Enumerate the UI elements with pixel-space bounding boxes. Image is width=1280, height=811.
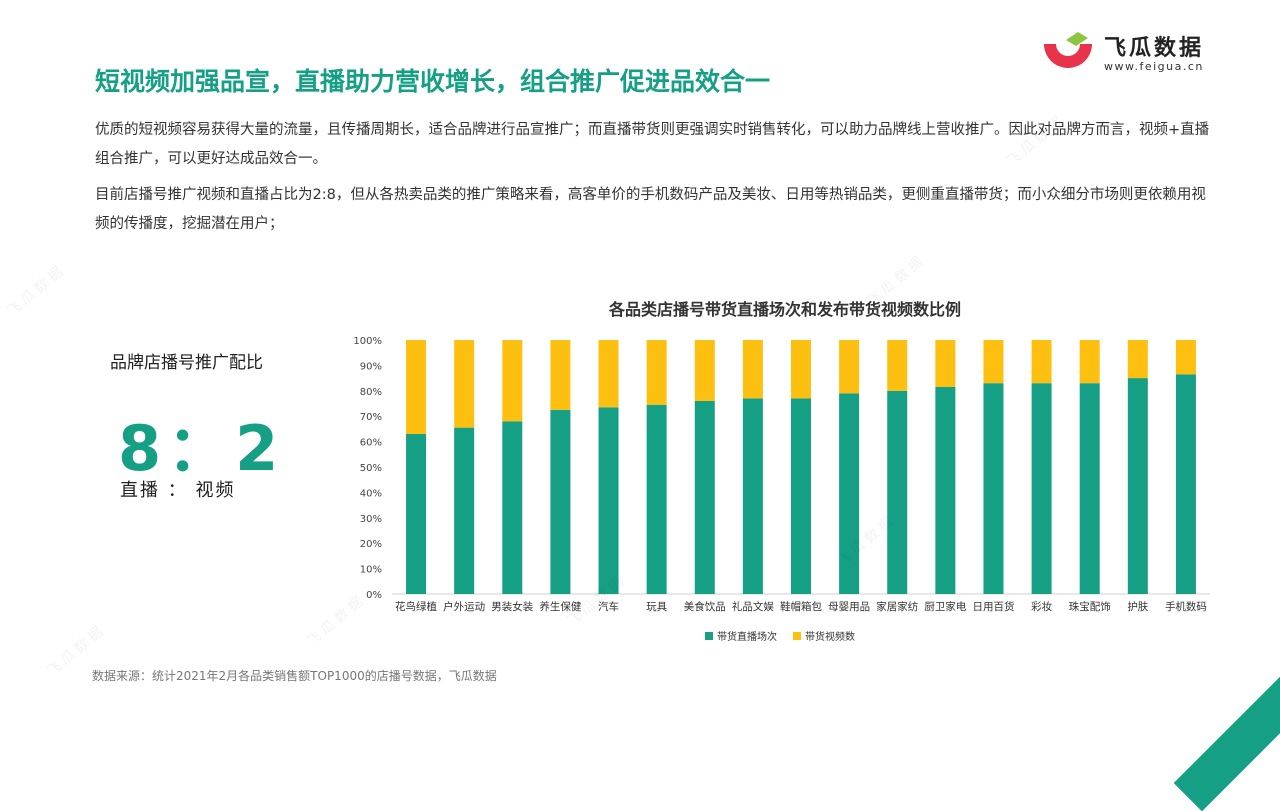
y-tick-label: 0% (366, 590, 382, 601)
watermark: 飞瓜数据 (3, 261, 70, 321)
x-tick-label: 手机数码 (1165, 600, 1207, 613)
page-title: 短视频加强品宣，直播助力营收增长，组合推广促进品效合一 (95, 67, 771, 96)
bar-segment-live (598, 407, 619, 594)
legend-label: 带货视频数 (805, 630, 855, 643)
x-tick-label: 厨卫家电 (924, 600, 966, 613)
x-tick-label: 日用百货 (972, 600, 1014, 613)
y-tick-label: 80% (360, 387, 382, 398)
x-tick-label: 玩具 (646, 601, 667, 613)
y-tick-label: 90% (360, 361, 382, 372)
corner-decoration-top-left (0, 0, 88, 24)
bar-segment-live (1031, 383, 1052, 594)
legend-label: 带货直播场次 (717, 630, 777, 643)
x-tick-label: 养生保健 (539, 600, 581, 613)
bar-segment-video (983, 340, 1004, 384)
source-footnote: 数据来源：统计2021年2月各品类销售额TOP1000的店播号数据，飞瓜数据 (92, 669, 497, 683)
y-tick-label: 60% (360, 438, 382, 449)
bar-segment-video (1127, 340, 1148, 379)
bar-segment-video (406, 340, 427, 434)
logo-url: www.feigua.cn (1104, 60, 1204, 73)
x-tick-label: 花鸟绿植 (395, 600, 437, 613)
x-tick-label: 鞋帽箱包 (780, 600, 822, 613)
bar-segment-video (1175, 340, 1196, 375)
y-tick-label: 30% (360, 514, 382, 525)
bar-segment-video (646, 340, 667, 405)
intro-paragraph: 优质的短视频容易获得大量的流量，且传播周期长，适合品牌进行品宣推广；而直播带货则… (95, 122, 1210, 167)
bar-segment-video (839, 340, 860, 394)
x-tick-label: 男装女装 (491, 600, 533, 613)
chart-svg: 0% 10% 20% 30% 40% 50% 60% 70% 80% 90% 100% 花鸟绿植 户外运… (353, 336, 1210, 643)
bar-segment-live (406, 433, 427, 594)
x-tick-label: 母婴用品 (828, 601, 870, 613)
y-tick-label: 10% (360, 565, 382, 576)
y-tick-label: 100% (353, 336, 382, 347)
stacked-bar-chart: 0% 10% 20% 30% 40% 50% 60% 70% 80% 90% 100% 花鸟绿植 户外运… (340, 325, 1220, 655)
bar-segment-video (887, 340, 908, 391)
bar-segment-video (550, 340, 571, 410)
x-tick-label: 礼品文娱 (732, 600, 774, 613)
analysis-paragraph: 目前店播号推广视频和直播占比为2:8，但从各热卖品类的推广策略来看，高客单价的手… (95, 187, 1206, 232)
logo-name: 飞瓜数据 (1104, 36, 1205, 61)
y-tick-label: 70% (360, 412, 382, 423)
bar-segment-video (935, 340, 956, 387)
bar-segment-live (742, 398, 763, 594)
bar-segment-live (1127, 378, 1148, 594)
ratio-value: 8：2 (118, 412, 285, 485)
bar-segment-video (598, 340, 619, 408)
bar-segment-video (502, 340, 523, 422)
bar-segment-live (454, 427, 475, 594)
bar-segment-live (550, 409, 571, 594)
bar-segment-live (1079, 383, 1100, 594)
bar-segment-live (839, 393, 860, 594)
bar-segment-video (454, 340, 475, 428)
x-tick-label: 美食饮品 (684, 600, 726, 613)
bar-segment-video (742, 340, 763, 399)
bar-segment-live (694, 400, 715, 594)
bar-segment-video (1079, 340, 1100, 384)
chart-title: 各品类店播号带货直播场次和发布带货视频数比例 (608, 300, 961, 319)
bar-segment-live (791, 398, 811, 594)
bar-segment-live (983, 383, 1004, 594)
bar-segment-video (1031, 340, 1052, 384)
x-tick-label: 汽车 (598, 600, 619, 613)
bar-segment-live (1175, 374, 1196, 594)
bar-segment-live (935, 386, 956, 594)
bar-segment-live (887, 390, 908, 594)
y-tick-label: 40% (360, 488, 382, 499)
brand-logo: 飞瓜数据 www.feigua.cn (1040, 30, 1230, 76)
x-tick-label: 户外运动 (443, 600, 485, 613)
x-tick-label: 家居家纺 (876, 600, 918, 613)
bar-segment-live (646, 404, 667, 594)
bar-segment-video (791, 340, 811, 399)
legend-swatch (705, 632, 713, 640)
ratio-label: 品牌店播号推广配比 (110, 353, 263, 373)
logo-mark-icon (1044, 32, 1092, 68)
x-tick-label: 珠宝配饰 (1069, 600, 1111, 613)
y-tick-label: 50% (360, 463, 382, 474)
corner-decoration-bottom-right (1173, 648, 1280, 811)
legend-swatch (793, 632, 801, 640)
x-tick-label: 彩妆 (1031, 600, 1052, 613)
bar-segment-live (502, 421, 523, 594)
x-tick-label: 护肤 (1127, 600, 1149, 613)
ratio-legend: 直播 ： 视频 (120, 480, 236, 501)
bar-segment-video (694, 340, 715, 401)
y-tick-label: 20% (360, 539, 382, 550)
